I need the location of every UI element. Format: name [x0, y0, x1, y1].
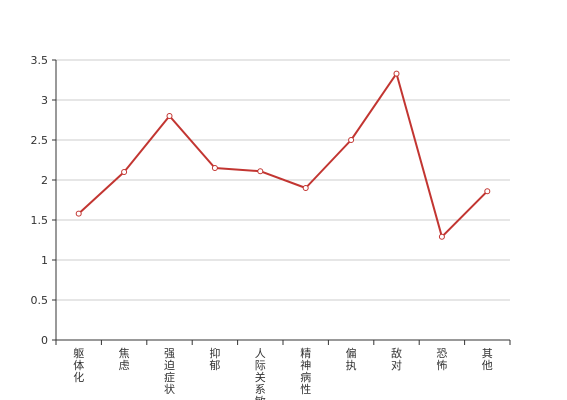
x-tick-label: 敌对 — [391, 346, 402, 372]
series-line — [78, 72, 489, 238]
x-tick-label: 其他 — [482, 347, 493, 372]
data-point — [393, 70, 400, 77]
x-tick-label: 恐怖 — [436, 347, 447, 372]
y-tick-label: 3 — [41, 94, 48, 107]
x-tick-label: 精神病性 — [300, 347, 311, 396]
series-path — [78, 72, 489, 238]
data-point — [211, 165, 218, 171]
x-tick-label: 强迫症状 — [164, 347, 175, 396]
data-point — [484, 188, 491, 195]
y-tick-label: 2 — [41, 174, 48, 187]
data-point — [166, 113, 173, 119]
data-points — [75, 70, 491, 240]
x-tick-label: 焦虑 — [119, 347, 130, 372]
y-axis: 0 0.5 1 1.5 2 2.5 3 3.5 — [31, 54, 57, 347]
grid-lines — [56, 59, 510, 301]
y-tick-label: 1.5 — [31, 214, 49, 227]
x-tick-label: 人际关系敏感 — [255, 347, 266, 400]
data-point — [75, 210, 82, 217]
data-point — [348, 137, 355, 143]
x-tick-label: 抑郁 — [209, 346, 220, 372]
data-point — [257, 168, 264, 175]
y-tick-label: 3.5 — [31, 54, 49, 67]
y-tick-label: 0.5 — [31, 294, 49, 307]
y-tick-label: 0 — [41, 334, 48, 347]
x-tick-label: 躯体化 — [73, 347, 84, 384]
x-tick-label: 偏执 — [346, 346, 357, 372]
data-point — [438, 233, 445, 240]
data-point — [121, 169, 128, 175]
y-tick-label: 2.5 — [31, 134, 49, 147]
y-tick-label: 1 — [41, 254, 48, 267]
data-point — [302, 185, 309, 191]
x-axis: 躯体化 焦虑 强迫症状 抑郁 人际关系敏感 精神病性 偏执 敌对 恐怖 其他 — [55, 339, 511, 400]
